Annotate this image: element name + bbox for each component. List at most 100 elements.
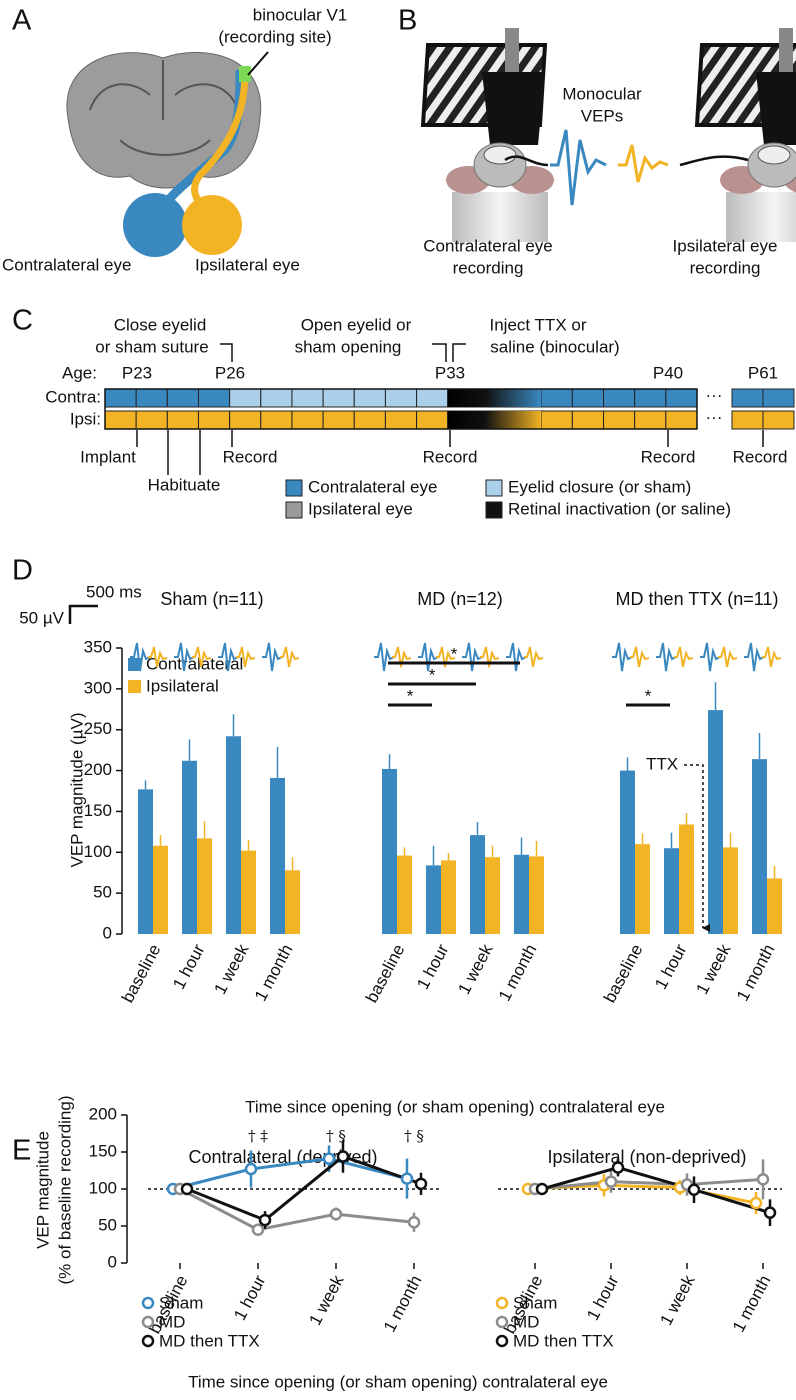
event-label: Inject TTX or — [490, 315, 587, 334]
rig-label: Contralateral eye — [423, 236, 552, 255]
timeline-frame — [104, 388, 698, 430]
annotation: † § — [404, 1127, 424, 1145]
vep-trace — [436, 646, 456, 668]
event-label: Open eyelid or — [301, 315, 412, 334]
legend-swatch — [128, 658, 141, 671]
data-point — [329, 1207, 343, 1221]
ipsi-eye — [182, 195, 242, 255]
bar — [529, 856, 544, 934]
timeline-cell — [260, 388, 293, 408]
age: P23 — [122, 363, 152, 382]
data-point — [407, 1216, 421, 1229]
legend-label: Sham — [513, 1293, 557, 1312]
legend-swatch — [128, 680, 141, 693]
bar — [397, 855, 412, 934]
x-tick-label: 1 hour — [583, 1272, 623, 1324]
legend-swatch — [285, 479, 303, 497]
event-label: sham opening — [295, 337, 402, 356]
x-axis-label: Time since opening (or sham opening) con… — [188, 1372, 608, 1391]
timeline-cell — [353, 388, 386, 408]
bar — [620, 770, 635, 934]
panel-b: B Monocular VEPs Contralateral eye recor… — [398, 5, 796, 277]
panel-label: B — [398, 5, 417, 37]
record-label: Record — [733, 447, 788, 466]
event-label: saline (binocular) — [490, 337, 619, 356]
bar — [182, 760, 197, 934]
bar — [514, 854, 529, 934]
x-tick-label: baseline — [362, 941, 409, 1006]
timeline-cell — [603, 410, 636, 430]
subplot-title: MD then TTX (n=11) — [616, 589, 779, 609]
bar — [138, 789, 153, 934]
legend-label: Contralateral eye — [308, 477, 437, 496]
legend-label: Ipsilateral — [146, 676, 219, 695]
ellipsis: ··· — [706, 385, 723, 404]
age-label: Age: — [62, 363, 97, 382]
series-line — [541, 1165, 771, 1215]
bar — [226, 736, 241, 934]
age: P33 — [435, 363, 465, 382]
legend-label: Ipsilateral eye — [308, 499, 413, 518]
inactivation-cell — [447, 411, 542, 429]
recording-site — [239, 66, 251, 82]
legend-marker — [141, 1334, 155, 1348]
series-line — [179, 1187, 415, 1232]
timeline-cell — [260, 410, 293, 430]
procedure-label: Habituate — [148, 475, 221, 494]
x-tick-label: 1 week — [656, 1272, 698, 1329]
vep-trace — [700, 642, 721, 672]
x-tick-label: 1 month — [495, 941, 541, 1004]
vep-trace — [744, 642, 765, 672]
contra-eye — [123, 193, 187, 257]
x-tick-label: 1 week — [305, 1272, 347, 1329]
recording-rig — [420, 28, 554, 242]
ellipsis: ··· — [706, 407, 723, 426]
timeline-cell — [665, 388, 698, 408]
scale-label: 50 µV — [19, 608, 64, 627]
timeline-cell — [571, 388, 605, 408]
annotation-arrow — [684, 764, 710, 932]
timeline-cell — [416, 410, 449, 430]
bar — [153, 845, 168, 934]
y-tick-label: 0 — [108, 1252, 117, 1271]
y-tick-label: 250 — [84, 719, 112, 738]
brain-detail — [89, 60, 239, 156]
legend-label: MD — [513, 1312, 539, 1331]
vep-trace — [280, 646, 300, 668]
scale-bar — [68, 604, 98, 624]
legend-marker — [495, 1334, 509, 1348]
series-line — [186, 1154, 422, 1222]
subplot-title: Ipsilateral (non-deprived) — [547, 1147, 746, 1167]
bar — [426, 865, 441, 934]
x-tick-label: 1 month — [251, 941, 297, 1004]
timeline-cell — [634, 410, 667, 430]
bar — [679, 824, 694, 934]
timeline-cell — [229, 388, 262, 408]
rig-label: Ipsilateral eye — [673, 236, 778, 255]
panel-label: E — [12, 1135, 31, 1167]
timeline-cell — [322, 388, 355, 408]
vep-label: VEPs — [581, 106, 624, 125]
timeline-cell — [197, 388, 231, 408]
y-axis-label: VEP magnitude (µV) — [67, 712, 86, 867]
event-label: Close eyelid — [114, 315, 207, 334]
data-point — [180, 1182, 194, 1196]
vep-trace — [262, 642, 283, 672]
y-tick-label: 300 — [84, 678, 112, 697]
data-point — [400, 1172, 414, 1185]
annotation: † § — [326, 1127, 346, 1145]
y-tick-label: 150 — [89, 1141, 117, 1160]
data-point — [611, 1161, 625, 1174]
timeline-cell — [731, 388, 764, 408]
x-tick-label: 1 hour — [413, 941, 453, 993]
series-line — [527, 1183, 757, 1205]
row-label: Ipsi: — [70, 409, 101, 428]
significance-label: * — [451, 644, 458, 663]
legend-label: Eyelid closure (or sham) — [508, 477, 691, 496]
vep-trace — [418, 642, 439, 672]
vep-trace — [148, 646, 168, 668]
timeline-cell — [322, 410, 355, 430]
timeline-ticks — [136, 430, 764, 475]
